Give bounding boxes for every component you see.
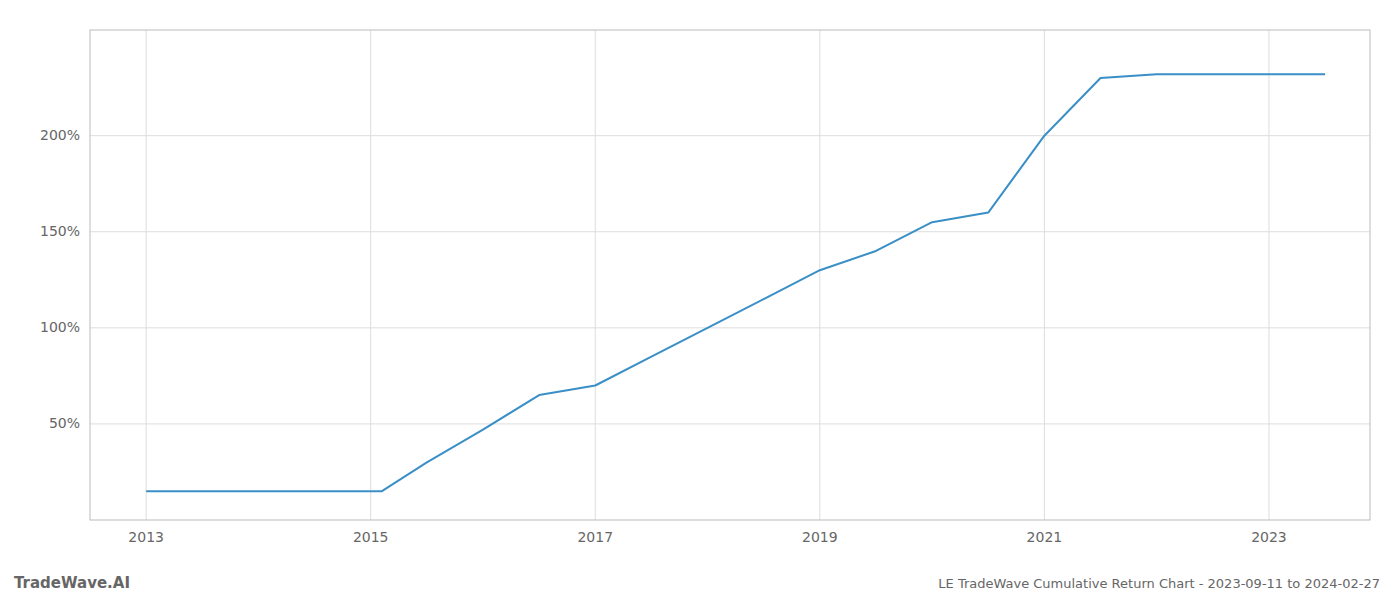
y-tick-label: 100% — [40, 319, 80, 335]
chart-svg: 50% 100% 150% 200% 2013 2015 2017 2019 2021 2023 L… — [0, 0, 1400, 600]
x-tick-label: 2021 — [1027, 529, 1063, 545]
y-tick-label: 150% — [40, 223, 80, 239]
x-grid-line — [819, 30, 820, 520]
chart-container: 50% 100% 150% 200% 2013 2015 2017 2019 2021 2023 L… — [0, 0, 1400, 600]
x-grid-line — [1268, 30, 1269, 520]
grid — [90, 30, 1370, 520]
y-tick-label: 50% — [49, 415, 80, 431]
x-tick-label: 2015 — [353, 529, 389, 545]
watermark: TradeWave.AI — [14, 574, 130, 592]
ticks: 50% 100% 150% 200% 2013 2015 2017 2019 2021 2023 — [40, 127, 1287, 545]
line — [146, 74, 1325, 491]
y-grid-line — [90, 135, 1370, 136]
x-tick-label: 2013 — [128, 529, 164, 545]
y-grid-line — [90, 423, 1370, 424]
plot-frame — [90, 30, 1370, 520]
x-grid-line — [146, 30, 147, 520]
title: LE TradeWave Cumulative Return Chart - 2… — [938, 576, 1380, 591]
x-tick-label: 2019 — [802, 529, 838, 545]
y-grid-line — [90, 327, 1370, 328]
x-grid-line — [370, 30, 371, 520]
x-grid-line — [1044, 30, 1045, 520]
y-tick-label: 200% — [40, 127, 80, 143]
series-group — [146, 74, 1325, 491]
x-tick-label: 2017 — [577, 529, 613, 545]
x-tick-label: 2023 — [1251, 529, 1287, 545]
x-grid-line — [595, 30, 596, 520]
y-grid-line — [90, 231, 1370, 232]
